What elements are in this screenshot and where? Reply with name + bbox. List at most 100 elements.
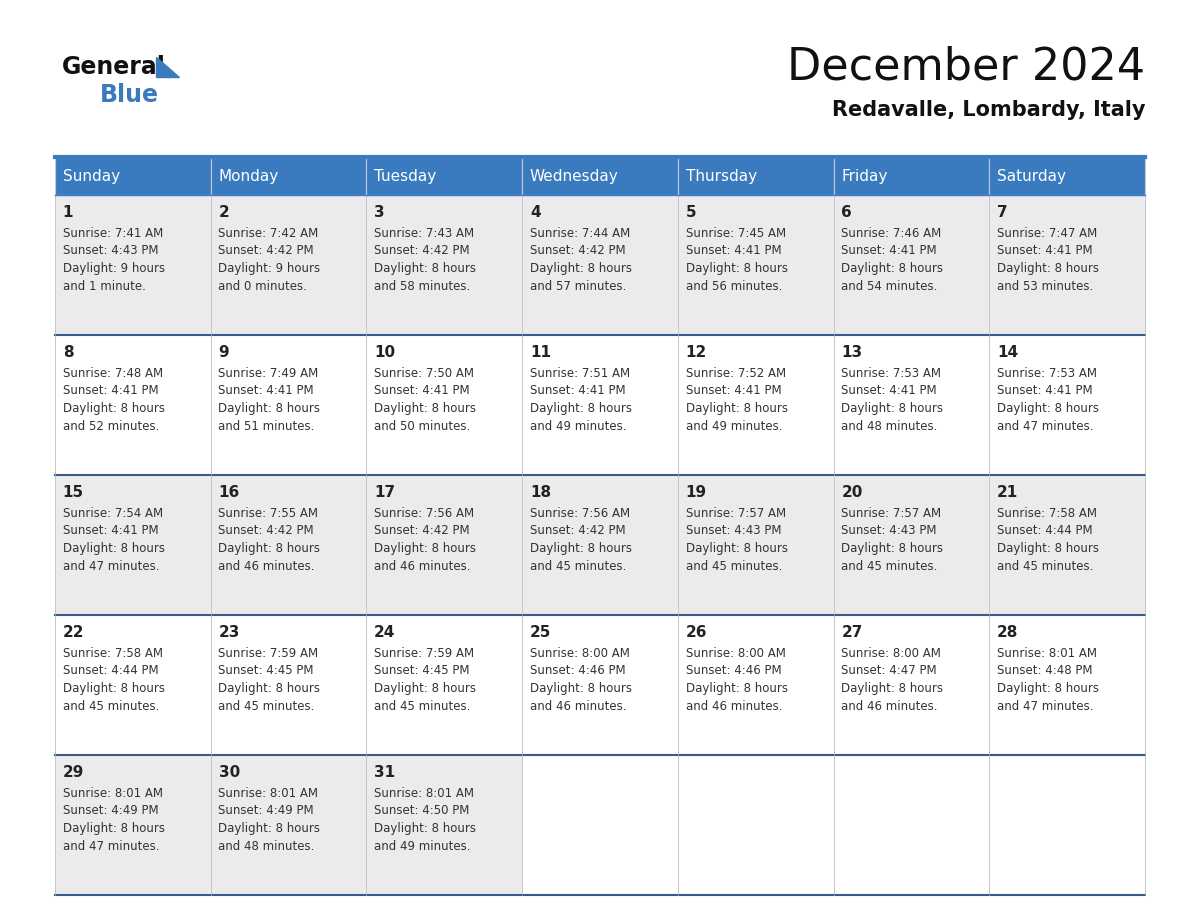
Text: and 47 minutes.: and 47 minutes. — [997, 420, 1094, 432]
Text: Sunrise: 8:00 AM: Sunrise: 8:00 AM — [841, 647, 941, 660]
Bar — [55, 475, 210, 615]
Text: December 2024: December 2024 — [786, 45, 1145, 88]
Bar — [523, 195, 678, 335]
Text: Sunrise: 7:58 AM: Sunrise: 7:58 AM — [63, 647, 163, 660]
Text: 30: 30 — [219, 765, 240, 780]
Text: Sunset: 4:41 PM: Sunset: 4:41 PM — [685, 244, 782, 258]
Text: Sunrise: 7:44 AM: Sunrise: 7:44 AM — [530, 227, 630, 240]
Bar — [210, 335, 366, 475]
Text: 27: 27 — [841, 625, 862, 640]
Bar — [834, 335, 990, 475]
Text: 19: 19 — [685, 485, 707, 500]
Text: Sunset: 4:47 PM: Sunset: 4:47 PM — [841, 665, 937, 677]
Text: Daylight: 8 hours: Daylight: 8 hours — [997, 262, 1099, 275]
Text: Sunset: 4:45 PM: Sunset: 4:45 PM — [219, 665, 314, 677]
Text: Sunrise: 7:47 AM: Sunrise: 7:47 AM — [997, 227, 1098, 240]
Text: Daylight: 8 hours: Daylight: 8 hours — [841, 542, 943, 555]
Text: Sunrise: 7:56 AM: Sunrise: 7:56 AM — [530, 507, 630, 520]
Text: 31: 31 — [374, 765, 396, 780]
Text: 1: 1 — [63, 205, 74, 220]
Bar — [55, 157, 210, 195]
Bar — [678, 475, 834, 615]
Polygon shape — [156, 57, 179, 77]
Text: Sunset: 4:41 PM: Sunset: 4:41 PM — [530, 385, 626, 397]
Bar — [55, 335, 210, 475]
Bar — [990, 755, 1145, 895]
Text: Daylight: 8 hours: Daylight: 8 hours — [530, 542, 632, 555]
Text: Sunset: 4:45 PM: Sunset: 4:45 PM — [374, 665, 469, 677]
Bar — [55, 195, 210, 335]
Text: and 45 minutes.: and 45 minutes. — [219, 700, 315, 712]
Text: 25: 25 — [530, 625, 551, 640]
Text: and 45 minutes.: and 45 minutes. — [530, 559, 626, 573]
Text: Sunrise: 7:43 AM: Sunrise: 7:43 AM — [374, 227, 474, 240]
Text: 9: 9 — [219, 345, 229, 360]
Text: Sunrise: 8:01 AM: Sunrise: 8:01 AM — [219, 787, 318, 800]
Text: Sunrise: 7:42 AM: Sunrise: 7:42 AM — [219, 227, 318, 240]
Text: and 53 minutes.: and 53 minutes. — [997, 279, 1093, 293]
Text: Daylight: 8 hours: Daylight: 8 hours — [63, 822, 165, 835]
Text: 29: 29 — [63, 765, 84, 780]
Text: Daylight: 8 hours: Daylight: 8 hours — [530, 402, 632, 415]
Text: Sunset: 4:41 PM: Sunset: 4:41 PM — [374, 385, 469, 397]
Text: Sunset: 4:46 PM: Sunset: 4:46 PM — [685, 665, 782, 677]
Bar — [678, 195, 834, 335]
Text: 23: 23 — [219, 625, 240, 640]
Bar — [834, 195, 990, 335]
Text: Sunrise: 8:01 AM: Sunrise: 8:01 AM — [374, 787, 474, 800]
Bar — [990, 615, 1145, 755]
Text: 3: 3 — [374, 205, 385, 220]
Text: and 50 minutes.: and 50 minutes. — [374, 420, 470, 432]
Text: Daylight: 8 hours: Daylight: 8 hours — [374, 262, 476, 275]
Text: Friday: Friday — [841, 169, 887, 184]
Text: and 47 minutes.: and 47 minutes. — [997, 700, 1094, 712]
Text: 18: 18 — [530, 485, 551, 500]
Text: 12: 12 — [685, 345, 707, 360]
Text: Sunrise: 7:53 AM: Sunrise: 7:53 AM — [997, 367, 1097, 380]
Bar — [210, 195, 366, 335]
Text: Sunset: 4:41 PM: Sunset: 4:41 PM — [841, 385, 937, 397]
Bar — [834, 157, 990, 195]
Text: and 49 minutes.: and 49 minutes. — [530, 420, 626, 432]
Bar — [678, 335, 834, 475]
Bar — [366, 195, 523, 335]
Bar — [210, 475, 366, 615]
Text: 13: 13 — [841, 345, 862, 360]
Bar — [366, 335, 523, 475]
Text: Daylight: 9 hours: Daylight: 9 hours — [219, 262, 321, 275]
Bar — [366, 755, 523, 895]
Text: Sunrise: 8:01 AM: Sunrise: 8:01 AM — [63, 787, 163, 800]
Bar — [990, 475, 1145, 615]
Text: Sunset: 4:50 PM: Sunset: 4:50 PM — [374, 804, 469, 818]
Text: Daylight: 8 hours: Daylight: 8 hours — [685, 402, 788, 415]
Text: 20: 20 — [841, 485, 862, 500]
Text: Monday: Monday — [219, 169, 279, 184]
Text: 8: 8 — [63, 345, 74, 360]
Text: and 47 minutes.: and 47 minutes. — [63, 839, 159, 853]
Text: 24: 24 — [374, 625, 396, 640]
Bar — [210, 755, 366, 895]
Text: 11: 11 — [530, 345, 551, 360]
Text: and 54 minutes.: and 54 minutes. — [841, 279, 937, 293]
Text: Sunrise: 7:52 AM: Sunrise: 7:52 AM — [685, 367, 785, 380]
Text: Daylight: 8 hours: Daylight: 8 hours — [685, 542, 788, 555]
Text: and 49 minutes.: and 49 minutes. — [685, 420, 782, 432]
Text: Sunrise: 7:49 AM: Sunrise: 7:49 AM — [219, 367, 318, 380]
Text: Sunset: 4:41 PM: Sunset: 4:41 PM — [997, 385, 1093, 397]
Text: Sunrise: 7:59 AM: Sunrise: 7:59 AM — [374, 647, 474, 660]
Text: 21: 21 — [997, 485, 1018, 500]
Text: 4: 4 — [530, 205, 541, 220]
Text: Daylight: 8 hours: Daylight: 8 hours — [841, 262, 943, 275]
Text: Daylight: 8 hours: Daylight: 8 hours — [530, 262, 632, 275]
Text: and 45 minutes.: and 45 minutes. — [374, 700, 470, 712]
Text: Thursday: Thursday — [685, 169, 757, 184]
Text: Sunset: 4:42 PM: Sunset: 4:42 PM — [219, 244, 314, 258]
Text: Sunset: 4:44 PM: Sunset: 4:44 PM — [997, 524, 1093, 538]
Text: and 46 minutes.: and 46 minutes. — [374, 559, 470, 573]
Text: 7: 7 — [997, 205, 1007, 220]
Text: and 47 minutes.: and 47 minutes. — [63, 559, 159, 573]
Text: Daylight: 8 hours: Daylight: 8 hours — [997, 682, 1099, 695]
Text: 6: 6 — [841, 205, 852, 220]
Text: Daylight: 8 hours: Daylight: 8 hours — [374, 682, 476, 695]
Text: Sunset: 4:48 PM: Sunset: 4:48 PM — [997, 665, 1093, 677]
